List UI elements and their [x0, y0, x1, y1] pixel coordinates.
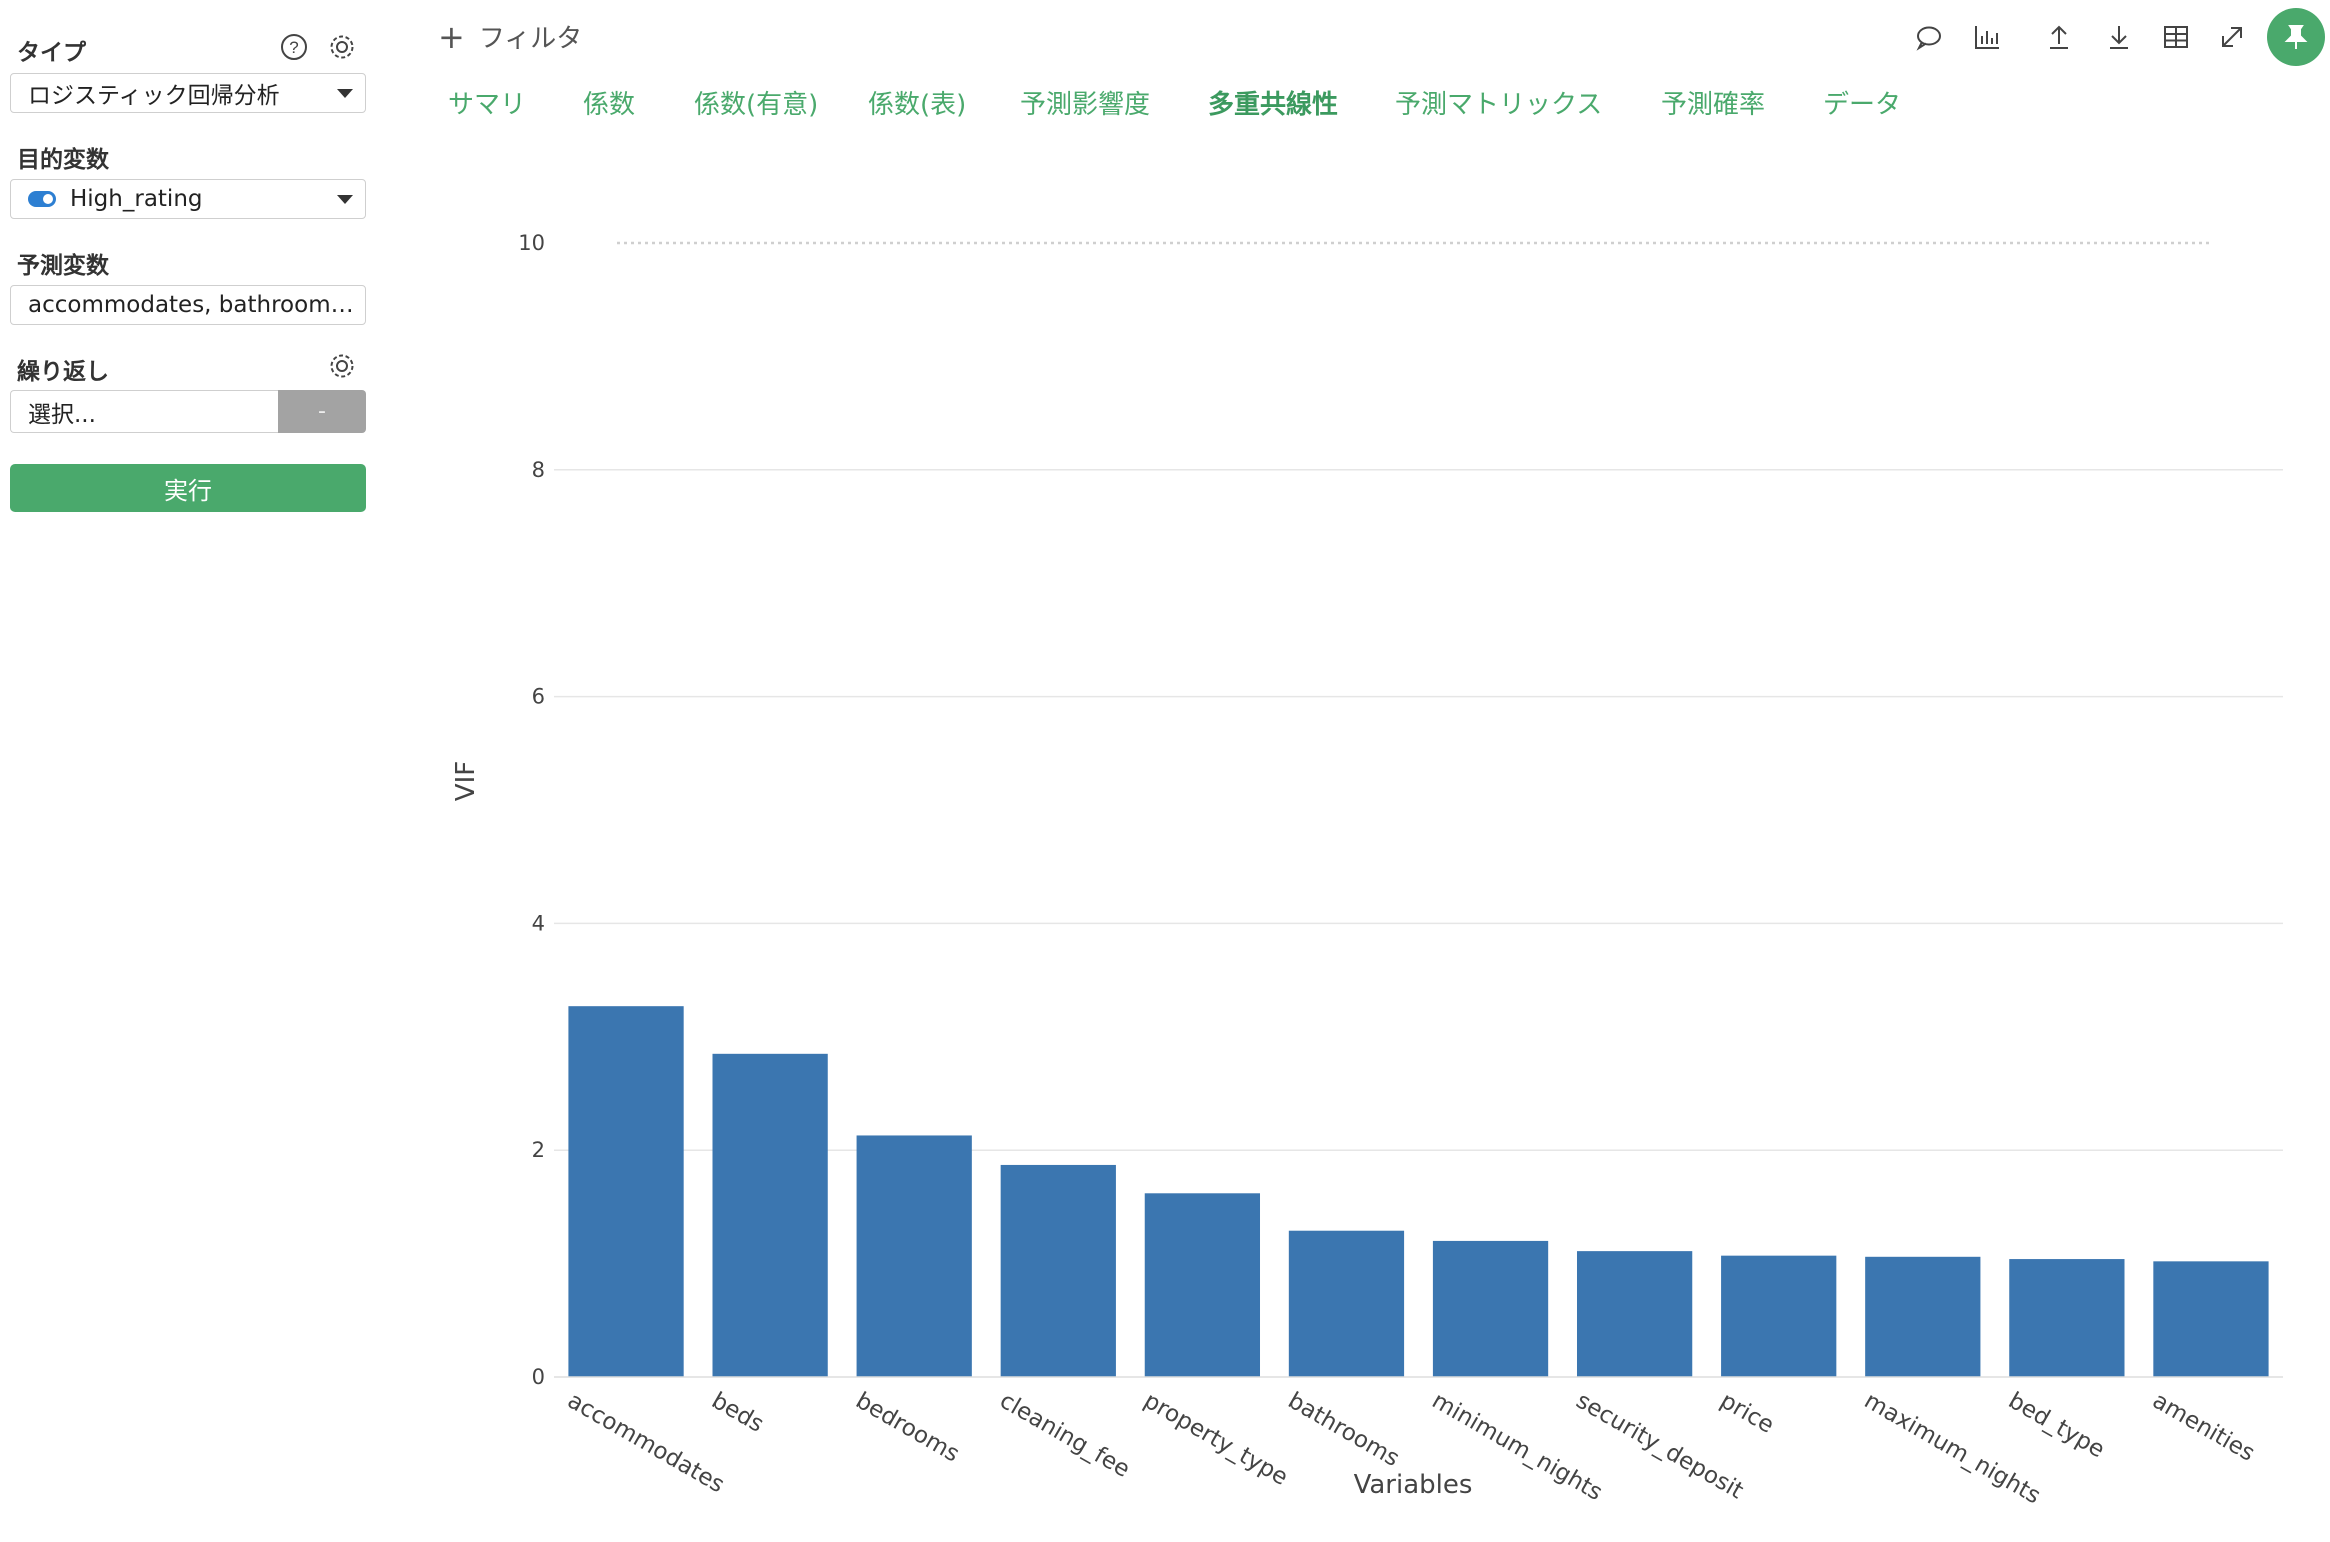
- y-tick-label: 2: [532, 1138, 545, 1162]
- tab-prediction-impact[interactable]: 予測影響度: [1020, 90, 1151, 120]
- svg-text:?: ?: [289, 38, 298, 57]
- plus-icon: +: [438, 17, 465, 56]
- x-tick-label: bathrooms: [1283, 1388, 1403, 1472]
- pin-button[interactable]: [2267, 8, 2325, 66]
- x-tick-label: beds: [707, 1388, 768, 1438]
- run-button[interactable]: 実行: [10, 464, 366, 512]
- tab-prediction-matrix[interactable]: 予測マトリックス: [1395, 90, 1603, 120]
- x-tick-label: property_type: [1139, 1388, 1292, 1491]
- repeat-label: 繰り返し: [17, 359, 109, 385]
- y-tick-label: 0: [532, 1365, 545, 1389]
- type-select[interactable]: ロジスティック回帰分析: [10, 73, 366, 113]
- y-tick-labels: 0 2 4 6 8 10: [518, 231, 545, 1389]
- download-icon[interactable]: [2100, 18, 2138, 56]
- toggle-icon: [28, 191, 56, 207]
- predictors-label: 予測変数: [17, 253, 109, 279]
- bar-bedrooms[interactable]: [856, 1135, 972, 1377]
- y-tick-label: 4: [532, 911, 545, 935]
- help-circle-icon[interactable]: ?: [277, 30, 311, 64]
- x-tick-label: amenities: [2148, 1388, 2259, 1467]
- tab-coefficients[interactable]: 係数: [583, 90, 636, 120]
- filter-label: フィルタ: [478, 24, 583, 54]
- x-tick-label: bed_type: [2004, 1388, 2109, 1464]
- bar-property_type[interactable]: [1144, 1193, 1261, 1377]
- type-label: タイプ: [17, 40, 86, 66]
- chevron-down-icon: [337, 195, 353, 204]
- predictors-select[interactable]: accommodates, bathroom…: [10, 285, 366, 325]
- chart-bars: [568, 1006, 2269, 1377]
- table-icon[interactable]: [2157, 18, 2195, 56]
- chart-grid: [554, 469, 2283, 1151]
- bar-amenities[interactable]: [2153, 1261, 2269, 1377]
- bar-minimum_nights[interactable]: [1432, 1240, 1549, 1377]
- y-tick-label: 10: [518, 231, 545, 255]
- repeat-group: 選択... -: [10, 390, 366, 433]
- predictors-select-value: accommodates, bathroom…: [28, 292, 354, 318]
- bar-accommodates[interactable]: [568, 1006, 684, 1377]
- y-tick-label: 6: [532, 685, 545, 709]
- repeat-placeholder: 選択...: [28, 401, 96, 428]
- tab-coefficients-significant[interactable]: 係数(有意): [694, 90, 819, 120]
- tab-multicollinearity[interactable]: 多重共線性: [1208, 90, 1339, 120]
- target-label: 目的変数: [17, 147, 109, 173]
- tab-summary[interactable]: サマリ: [448, 90, 527, 120]
- type-select-value: ロジスティック回帰分析: [28, 83, 280, 109]
- x-tick-label: bedrooms: [851, 1388, 963, 1468]
- tab-coefficients-table[interactable]: 係数(表): [868, 90, 967, 120]
- sidebar: タイプ ? ロジスティック回帰分析 目的変数 High_rating 予測変数 …: [0, 0, 380, 1542]
- gear-icon[interactable]: [325, 30, 359, 64]
- bar-bed_type[interactable]: [2009, 1259, 2125, 1377]
- bar-beds[interactable]: [712, 1053, 828, 1377]
- bar-bathrooms[interactable]: [1288, 1230, 1405, 1377]
- bar-maximum_nights[interactable]: [1865, 1256, 1981, 1377]
- x-tick-label: price: [1716, 1388, 1779, 1439]
- bar-cleaning_fee[interactable]: [1000, 1164, 1116, 1377]
- comment-icon[interactable]: [1910, 18, 1948, 56]
- filter-button[interactable]: + フィルタ: [438, 18, 582, 55]
- target-select[interactable]: High_rating: [10, 179, 366, 219]
- chevron-down-icon: [337, 89, 353, 98]
- repeat-clear-button[interactable]: -: [278, 390, 366, 433]
- y-axis-title: VIF: [451, 761, 481, 801]
- gear-icon[interactable]: [325, 349, 359, 383]
- repeat-select[interactable]: 選択...: [10, 390, 278, 433]
- pin-icon: [2284, 25, 2308, 49]
- x-tick-label: accommodates: [563, 1388, 729, 1499]
- y-tick-label: 8: [532, 458, 545, 482]
- x-tick-label: cleaning_fee: [995, 1388, 1134, 1483]
- bar-price[interactable]: [1721, 1255, 1837, 1377]
- chart-icon[interactable]: [1968, 18, 2006, 56]
- bar-security_deposit[interactable]: [1576, 1251, 1693, 1377]
- tab-prediction-probability[interactable]: 予測確率: [1661, 90, 1766, 120]
- target-select-value: High_rating: [70, 186, 203, 212]
- tab-data[interactable]: データ: [1823, 90, 1902, 120]
- x-axis-title: Variables: [1354, 1470, 1473, 1500]
- expand-icon[interactable]: [2213, 18, 2251, 56]
- upload-icon[interactable]: [2040, 18, 2078, 56]
